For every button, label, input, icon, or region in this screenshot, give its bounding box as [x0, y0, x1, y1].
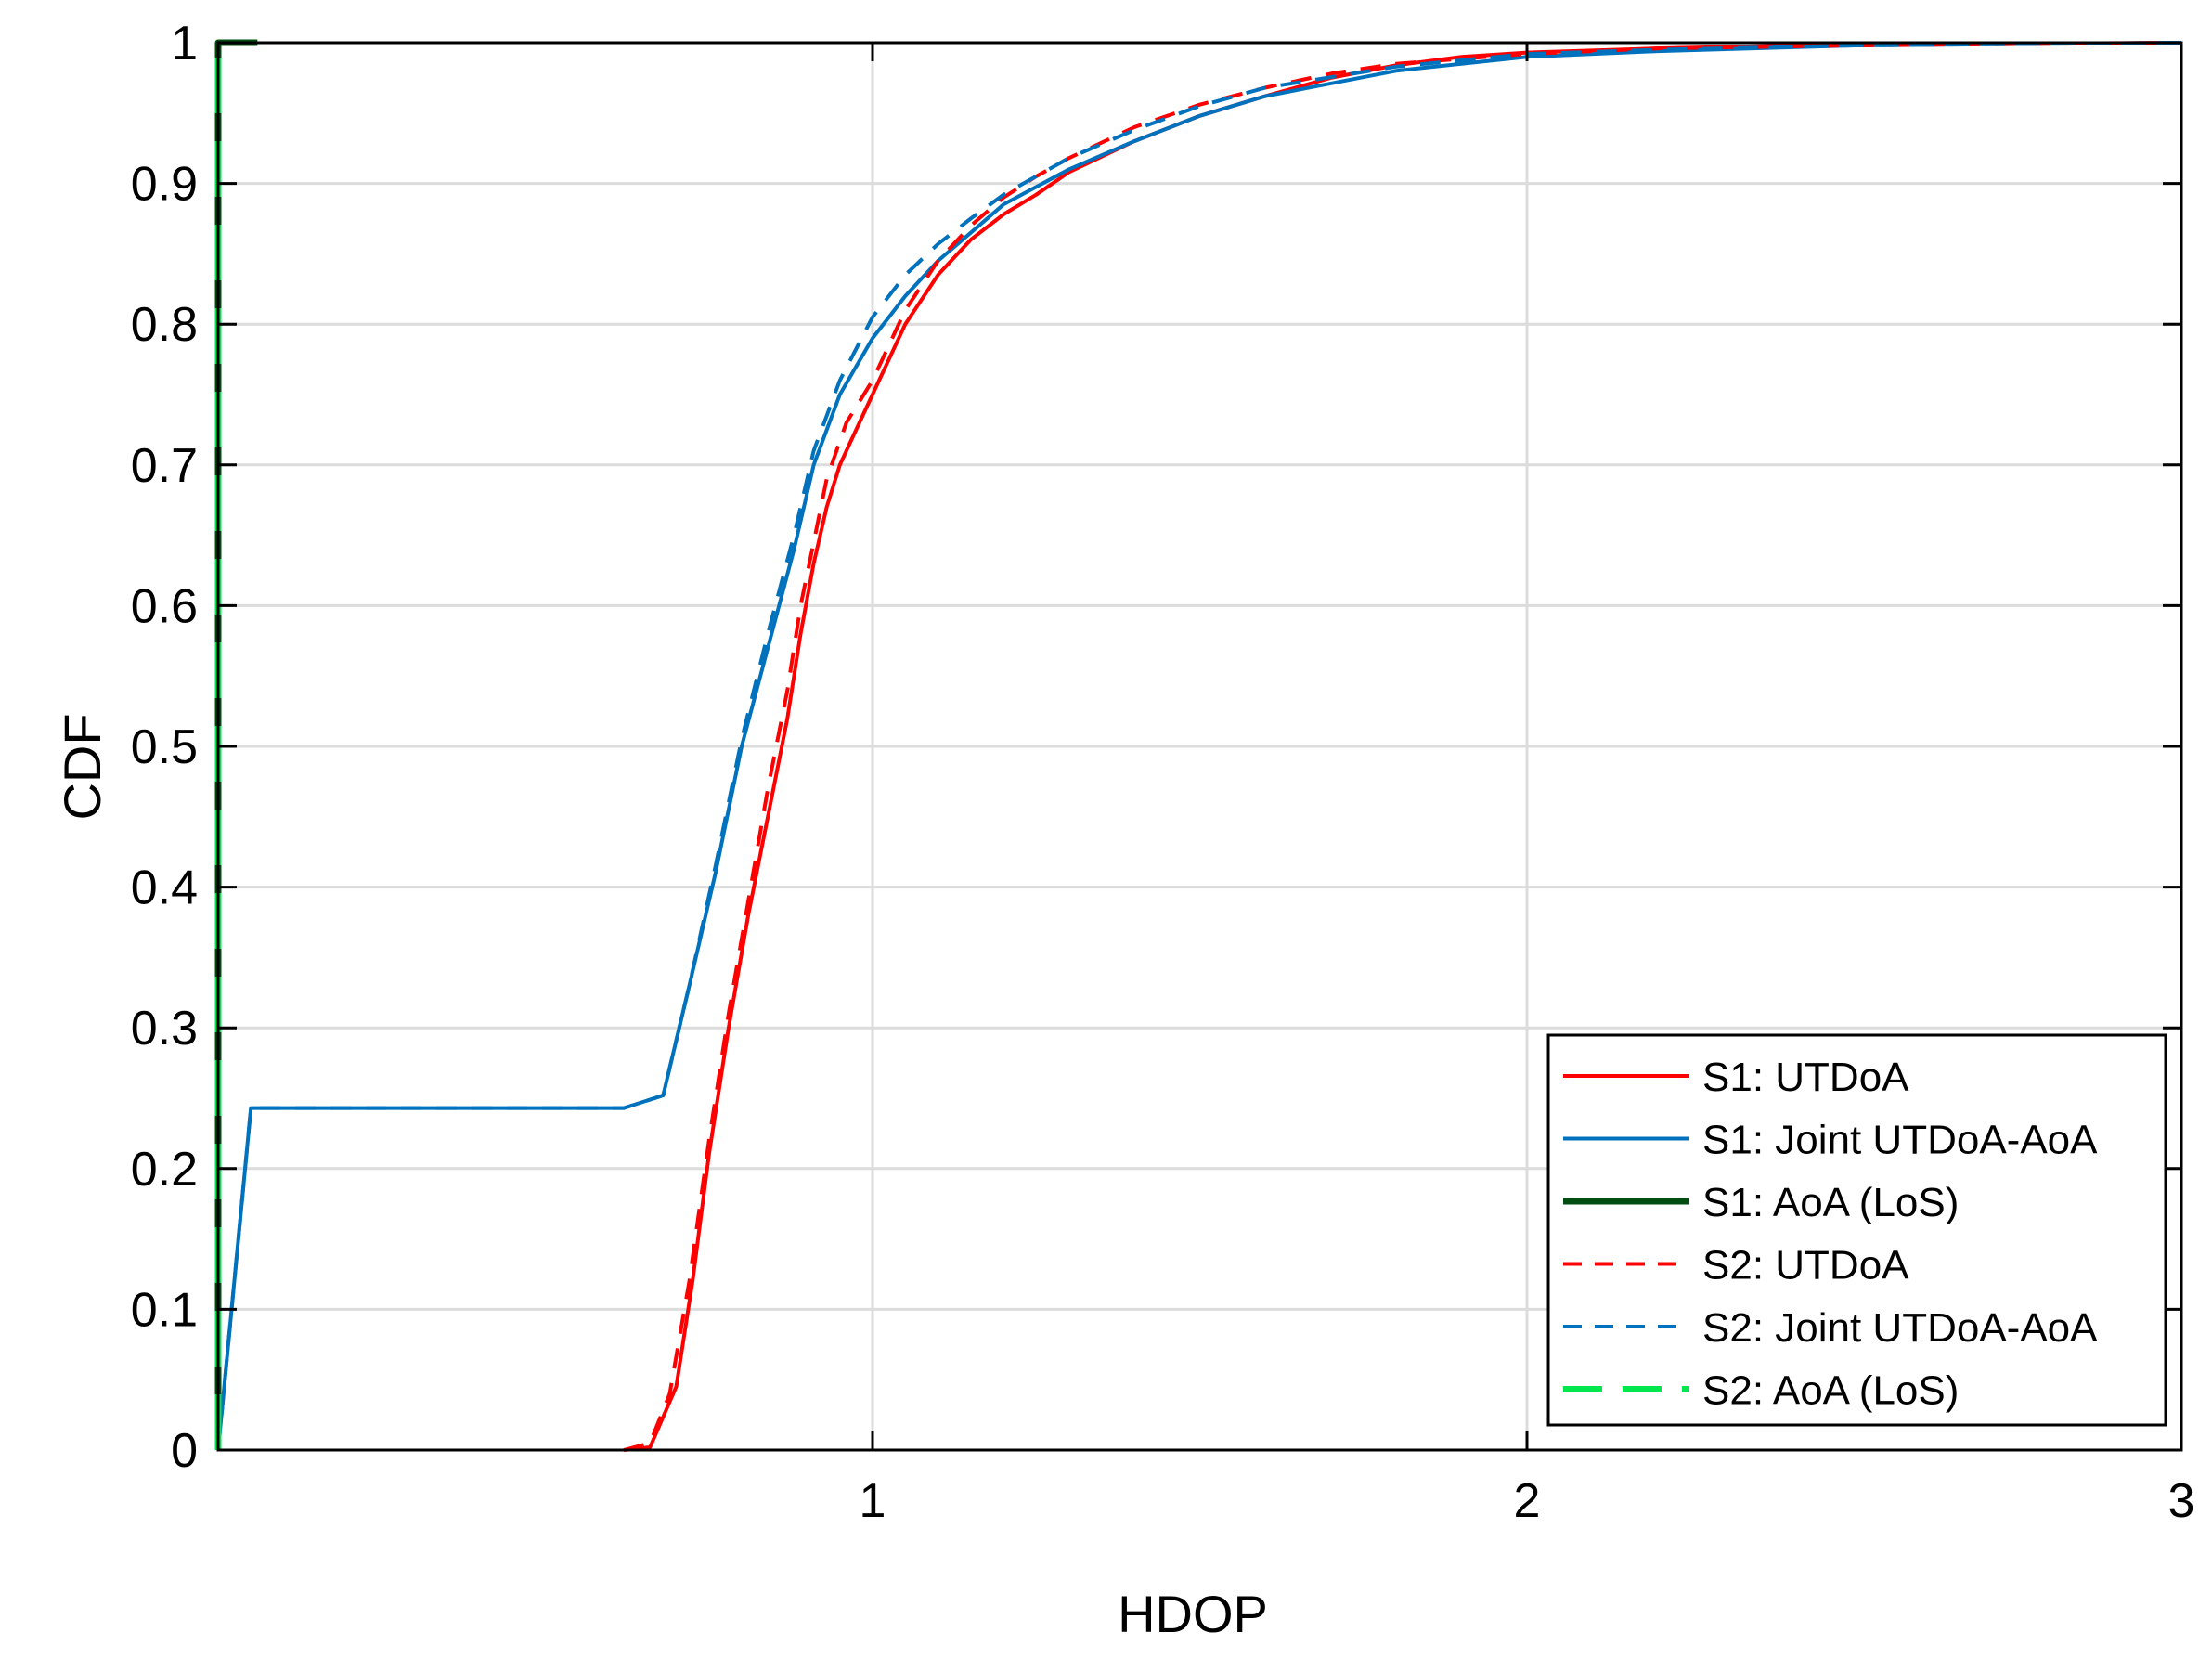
series-line-4 — [216, 41, 2182, 1451]
legend-label-3: S2: UTDoA — [1702, 1243, 1909, 1289]
y-tick-label-0: 0 — [171, 1424, 198, 1478]
y-tick-label-6: 0.6 — [131, 579, 198, 633]
legend-label-4: S2: Joint UTDoA-AoA — [1702, 1305, 2098, 1351]
legend-label-0: S1: UTDoA — [1702, 1055, 1909, 1100]
y-tick-label-10: 1 — [171, 17, 198, 71]
y-tick-label-9: 0.9 — [131, 158, 198, 212]
x-tick-label-0: 1 — [860, 1474, 886, 1528]
y-tick-label-5: 0.5 — [131, 720, 198, 774]
y-tick-label-3: 0.3 — [131, 1002, 198, 1056]
y-tick-label-1: 0.1 — [131, 1283, 198, 1337]
legend-label-2: S1: AoA (LoS) — [1702, 1180, 1959, 1225]
x-tick-label-1: 2 — [1514, 1474, 1541, 1528]
y-tick-label-4: 0.4 — [131, 861, 198, 915]
y-tick-label-7: 0.7 — [131, 439, 198, 493]
y-tick-label-8: 0.8 — [131, 298, 198, 352]
legend-box — [1546, 1033, 2167, 1427]
x-tick-label-2: 3 — [2168, 1474, 2195, 1528]
x-axis-label: HDOP — [1118, 1585, 1268, 1643]
legend: S1: UTDoA S1: Joint UTDoA-AoA S1: AoA (LoS… — [1546, 1033, 2167, 1427]
y-tick-label-2: 0.2 — [131, 1143, 198, 1197]
y-axis-label: CDF — [53, 713, 111, 820]
legend-label-1: S1: Joint UTDoA-AoA — [1702, 1118, 2098, 1163]
legend-label-5: S2: AoA (LoS) — [1702, 1368, 1959, 1414]
